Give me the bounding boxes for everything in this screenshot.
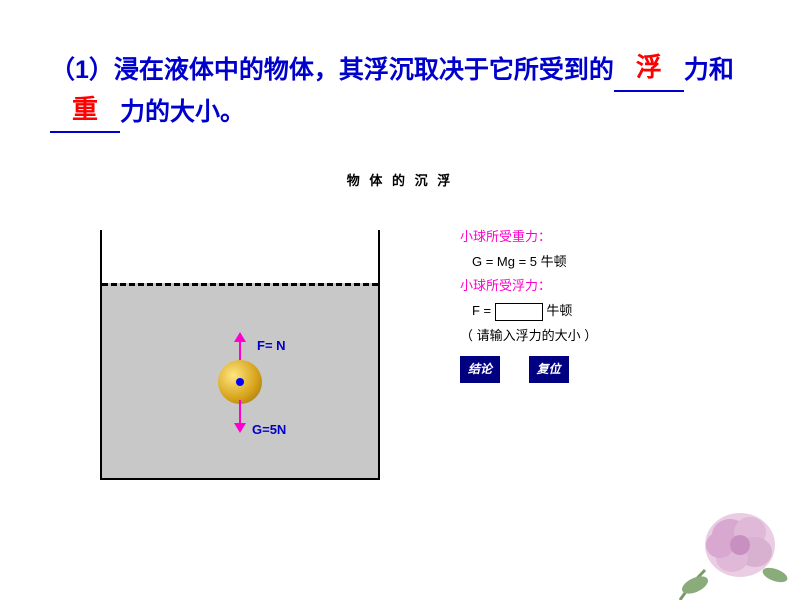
question-text: （1）浸在液体中的物体，其浮沉取决于它所受到的浮力和重力的大小。 bbox=[50, 50, 750, 133]
flower-decoration bbox=[660, 470, 800, 600]
buoyancy-row: F = 牛顿 bbox=[460, 299, 730, 324]
water-container: F= N G=5N bbox=[100, 230, 380, 480]
input-hint: （ 请输入浮力的大小 ） bbox=[460, 324, 730, 349]
button-row: 结论 复位 bbox=[460, 356, 730, 383]
water-surface-line bbox=[102, 283, 378, 286]
question-prefix: （1）浸在液体中的物体，其浮沉取决于它所受到的 bbox=[50, 56, 614, 84]
diagram-title: 物 体 的 沉 浮 bbox=[347, 170, 453, 189]
reset-button[interactable]: 复位 bbox=[529, 356, 569, 383]
blank-1: 浮 bbox=[614, 50, 684, 92]
gravity-label: G=5N bbox=[252, 422, 286, 437]
conclusion-button[interactable]: 结论 bbox=[460, 356, 500, 383]
info-panel: 小球所受重力： G = Mg = 5 牛顿 小球所受浮力： F = 牛顿 （ 请… bbox=[460, 225, 730, 383]
buoyancy-unit: 牛顿 bbox=[546, 303, 572, 318]
answer-1: 浮 bbox=[636, 52, 662, 82]
buoyancy-prefix: F = bbox=[472, 303, 491, 318]
gravity-formula: G = Mg = 5 牛顿 bbox=[460, 250, 730, 275]
buoyancy-heading: 小球所受浮力： bbox=[460, 274, 730, 299]
buoyancy-label: F= N bbox=[257, 338, 286, 353]
ball-center-dot bbox=[236, 378, 244, 386]
question-mid: 力和 bbox=[684, 56, 734, 84]
gravity-heading: 小球所受重力： bbox=[460, 225, 730, 250]
blank-2: 重 bbox=[50, 92, 120, 134]
ball-icon bbox=[218, 360, 262, 404]
gravity-arrow bbox=[239, 400, 241, 425]
buoyancy-input[interactable] bbox=[495, 303, 543, 321]
question-suffix: 力的大小。 bbox=[120, 98, 245, 126]
answer-2: 重 bbox=[72, 94, 98, 124]
